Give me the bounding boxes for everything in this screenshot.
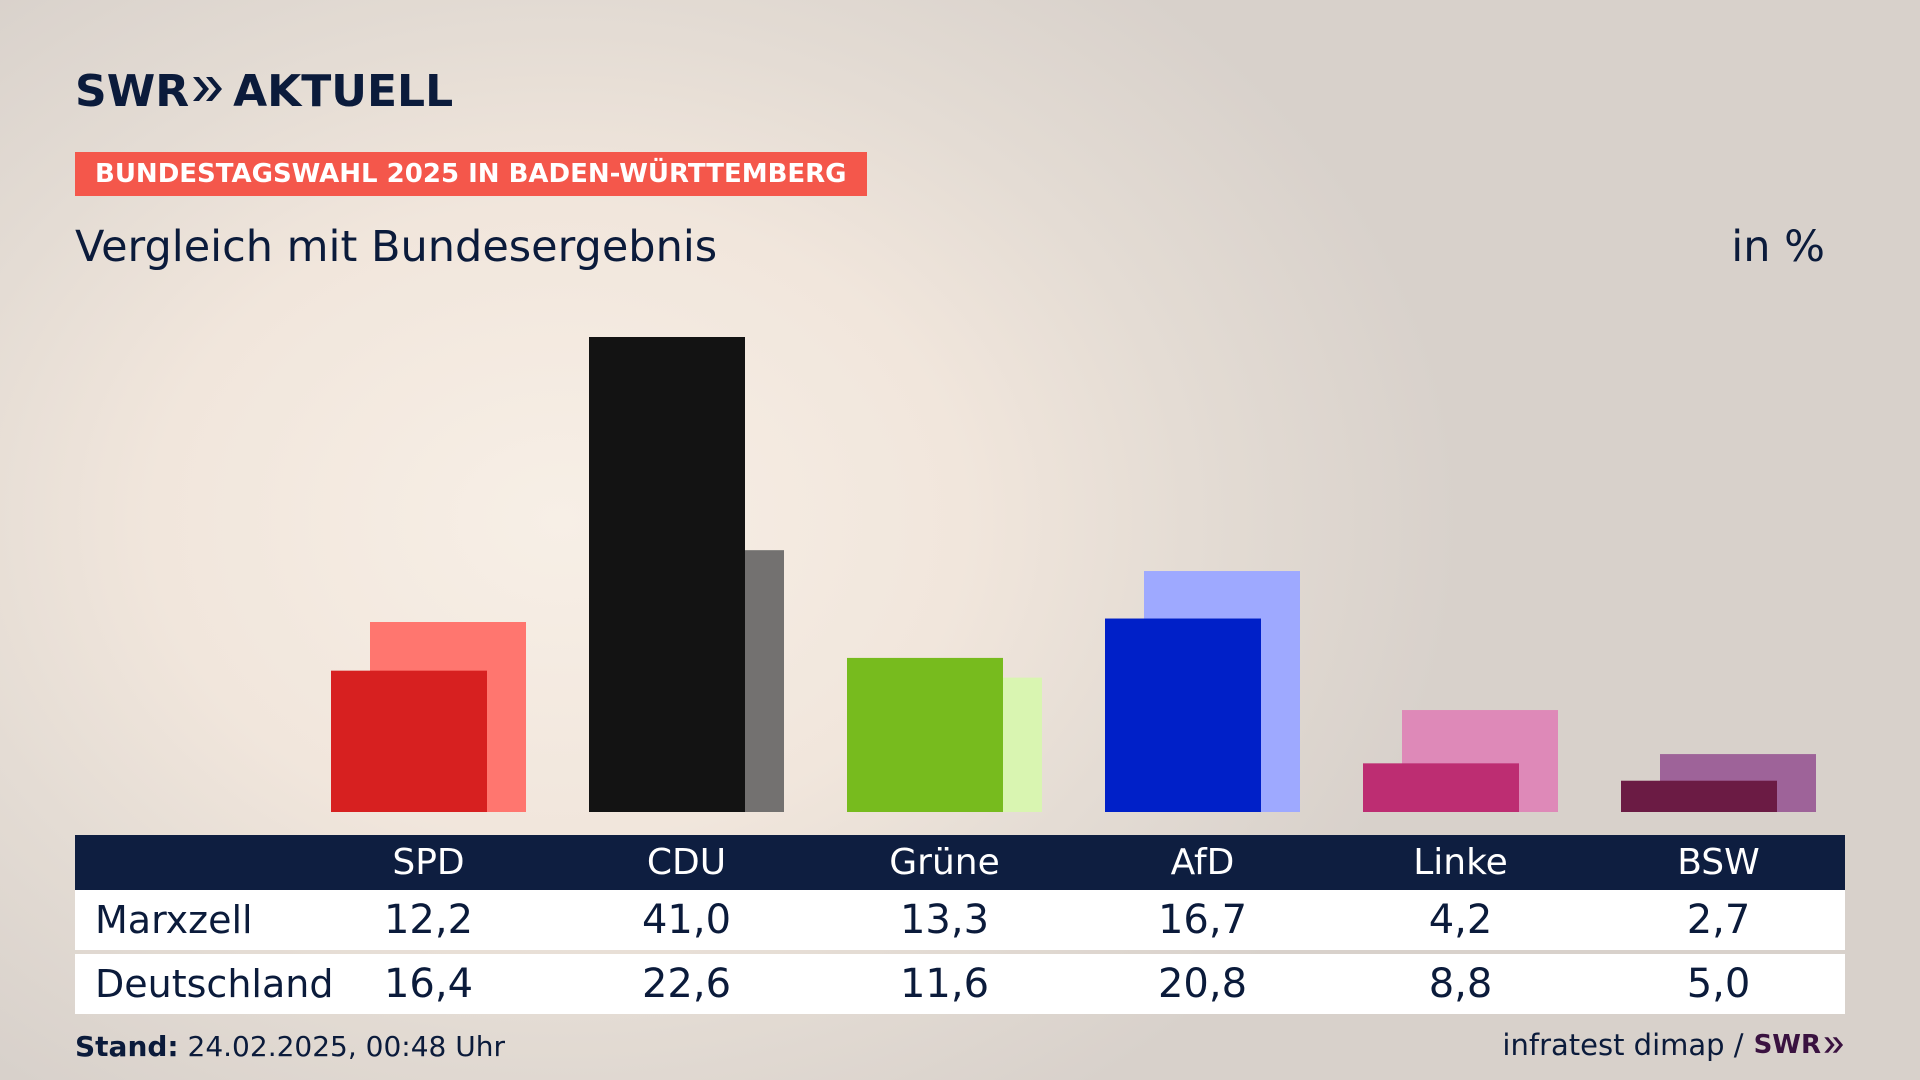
table-row: Marxzell 12,2 41,0 13,3 16,7 4,2 2,7 — [75, 890, 1845, 950]
value-cell: 16,4 — [383, 961, 474, 1007]
table-row: Deutschland 16,4 22,6 11,6 20,8 8,8 5,0 — [75, 954, 1845, 1014]
swr-small-logo: SWR — [1753, 1030, 1821, 1060]
value-cell: 12,2 — [383, 897, 474, 943]
value-cell: 2,7 — [1686, 897, 1751, 943]
value-cell: 41,0 — [641, 897, 732, 943]
value-cell: 5,0 — [1686, 961, 1751, 1007]
value-cell: 22,6 — [641, 961, 732, 1007]
value-cell: 11,6 — [899, 961, 990, 1007]
timestamp: Stand: 24.02.2025, 00:48 Uhr — [75, 1030, 505, 1063]
bar-marxzell-spd — [331, 670, 487, 812]
value-cell: 20,8 — [1157, 961, 1248, 1007]
source-credit: infratest dimap / SWR — [1502, 1028, 1845, 1062]
header-cell: BSW — [1677, 842, 1760, 883]
swr-aktuell-logo: SWR AKTUELL — [75, 65, 454, 117]
value-cell: 8,8 — [1428, 961, 1493, 1007]
bar-marxzell-cdu — [589, 337, 745, 812]
chart-subtitle: Vergleich mit Bundesergebnis — [75, 222, 718, 272]
table-header: SPD CDU Grüne AfD Linke BSW — [75, 835, 1845, 890]
logo-swr-text: SWR — [75, 65, 190, 117]
stand-label: Stand: — [75, 1030, 179, 1063]
bar-marxzell-bsw — [1621, 780, 1777, 812]
source-text: infratest dimap / — [1502, 1028, 1744, 1062]
row-label: Deutschland — [95, 962, 334, 1006]
bar-marxzell-linke — [1363, 763, 1519, 812]
value-cell: 4,2 — [1428, 897, 1493, 943]
bar-marxzell-grüne — [847, 657, 1003, 812]
header-cell: AfD — [1170, 842, 1235, 883]
stand-value: 24.02.2025, 00:48 Uhr — [187, 1030, 505, 1063]
row-label: Marxzell — [95, 898, 253, 942]
results-table: SPD CDU Grüne AfD Linke BSW Marxzell 12,… — [75, 835, 1845, 1014]
header-cell: SPD — [392, 842, 465, 883]
value-cell: 16,7 — [1157, 897, 1248, 943]
header-cell: Grüne — [889, 842, 1000, 883]
double-chevron-icon — [191, 74, 225, 108]
header-cell: Linke — [1413, 842, 1508, 883]
header-cell: CDU — [646, 842, 727, 883]
bar-marxzell-afd — [1105, 618, 1261, 812]
double-chevron-icon — [1821, 1028, 1845, 1062]
election-tag: BUNDESTAGSWAHL 2025 IN BADEN-WÜRTTEMBERG — [75, 152, 867, 196]
logo-aktuell-text: AKTUELL — [233, 65, 454, 117]
value-cell: 13,3 — [899, 897, 990, 943]
unit-label: in % — [1731, 222, 1825, 272]
